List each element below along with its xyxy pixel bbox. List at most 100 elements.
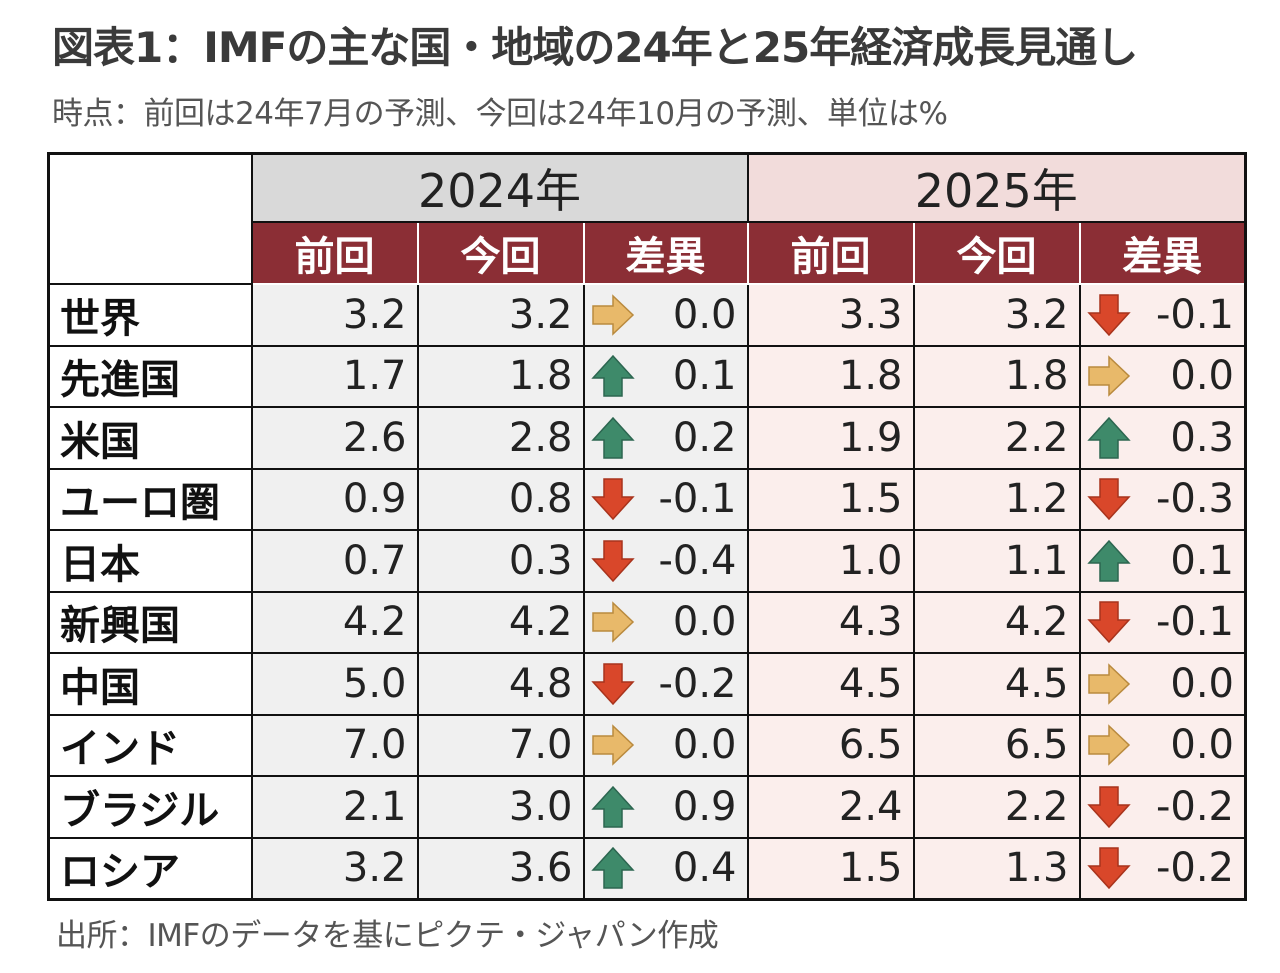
- prev-2025-value: 4.3: [746, 590, 915, 654]
- diff-value: 0.1: [672, 353, 737, 400]
- header-diff-2024: 差異: [582, 221, 749, 285]
- chart-title: 図表1：IMFの主な国・地域の24年と25年経済成長見通し: [52, 23, 1138, 72]
- diff-value: 0.0: [1170, 722, 1234, 769]
- curr-2024-value: 4.2: [416, 590, 585, 654]
- curr-2025-value: 1.2: [912, 467, 1081, 531]
- prev-2025-value: 1.5: [746, 467, 915, 531]
- diff-value: 0.0: [1170, 660, 1234, 707]
- diff-value: 0.4: [672, 845, 737, 891]
- diff-2025-cell: 0.0: [1078, 652, 1247, 716]
- curr-2024-value: 3.0: [416, 775, 585, 839]
- diff-2024-cell: 0.0: [582, 590, 749, 654]
- arrow-up-icon: [590, 354, 635, 398]
- prev-2024-value: 3.2: [250, 283, 419, 347]
- diff-value: 0.0: [672, 599, 737, 646]
- table-row: 世界 3.2 3.2 0.0 3.3 3.2 -0.1: [47, 283, 1247, 347]
- table-row: 中国 5.0 4.8 -0.2 4.5 4.5 0.0: [47, 652, 1247, 716]
- table-row: 新興国 4.2 4.2 0.0 4.3 4.2 -0.1: [47, 590, 1247, 654]
- country-label: ブラジル: [47, 775, 253, 839]
- diff-value: -0.1: [1155, 599, 1234, 646]
- curr-2025-value: 2.2: [912, 406, 1081, 470]
- arrow-down-icon: [1086, 785, 1131, 829]
- country-label: 米国: [47, 406, 253, 470]
- curr-2024-value: 0.8: [416, 467, 585, 531]
- prev-2024-value: 4.2: [250, 590, 419, 654]
- arrow-down-icon: [590, 477, 635, 521]
- curr-2025-value: 1.3: [912, 836, 1081, 900]
- diff-2025-cell: -0.2: [1078, 836, 1247, 900]
- year-2024-header: 2024年: [250, 152, 749, 223]
- diff-value: -0.2: [1155, 783, 1234, 830]
- diff-2025-cell: -0.1: [1078, 590, 1247, 654]
- table-row: ブラジル 2.1 3.0 0.9 2.4 2.2 -0.2: [47, 775, 1247, 839]
- curr-2025-value: 6.5: [912, 713, 1081, 777]
- prev-2025-value: 6.5: [746, 713, 915, 777]
- table-row: 米国 2.6 2.8 0.2 1.9 2.2 0.3: [47, 406, 1247, 470]
- prev-2025-value: 1.5: [746, 836, 915, 900]
- curr-2024-value: 7.0: [416, 713, 585, 777]
- diff-2024-cell: 0.0: [582, 283, 749, 347]
- growth-forecast-table: 2024年 2025年 前回 今回 差異 前回 今回 差異 世界 3.2 3.2 0.…: [47, 152, 1247, 901]
- year-header-row: 2024年 2025年: [47, 152, 1247, 285]
- arrow-right-icon: [591, 723, 635, 767]
- curr-2024-value: 0.3: [416, 529, 585, 593]
- diff-value: 0.3: [1170, 414, 1234, 461]
- arrow-down-icon: [1086, 600, 1131, 644]
- country-label: 先進国: [47, 344, 253, 408]
- prev-2024-value: 2.6: [250, 406, 419, 470]
- country-label: 日本: [47, 529, 253, 593]
- curr-2024-value: 1.8: [416, 344, 585, 408]
- diff-value: 0.9: [672, 783, 737, 830]
- header-diff-2025: 差異: [1078, 221, 1247, 285]
- arrow-right-icon: [591, 600, 635, 644]
- prev-2025-value: 1.8: [746, 344, 915, 408]
- header-prev-2025: 前回: [746, 221, 915, 285]
- diff-2024-cell: 0.1: [582, 344, 749, 408]
- curr-2024-value: 4.8: [416, 652, 585, 716]
- prev-2024-value: 0.7: [250, 529, 419, 593]
- header-curr-2025: 今回: [912, 221, 1081, 285]
- diff-2025-cell: 0.0: [1078, 344, 1247, 408]
- curr-2025-value: 1.1: [912, 529, 1081, 593]
- diff-2025-cell: 0.1: [1078, 529, 1247, 593]
- diff-value: 0.2: [672, 414, 737, 461]
- arrow-down-icon: [590, 539, 635, 583]
- arrow-right-icon: [1087, 354, 1131, 398]
- year-2025-header: 2025年: [746, 152, 1247, 223]
- diff-value: 0.0: [1170, 353, 1234, 400]
- country-label: 中国: [47, 652, 253, 716]
- prev-2024-value: 1.7: [250, 344, 419, 408]
- prev-2024-value: 7.0: [250, 713, 419, 777]
- curr-2024-value: 3.6: [416, 836, 585, 900]
- diff-2024-cell: 0.9: [582, 775, 749, 839]
- arrow-up-icon: [1086, 416, 1131, 460]
- prev-2024-value: 5.0: [250, 652, 419, 716]
- arrow-down-icon: [1086, 477, 1131, 521]
- country-label: 世界: [47, 283, 253, 347]
- arrow-down-icon: [1086, 846, 1131, 890]
- curr-2025-value: 4.2: [912, 590, 1081, 654]
- arrow-up-icon: [1086, 539, 1131, 583]
- diff-2025-cell: 0.0: [1078, 713, 1247, 777]
- chart-subtitle: 時点：前回は24年7月の予測、今回は24年10月の予測、単位は%: [52, 96, 948, 132]
- diff-2024-cell: 0.0: [582, 713, 749, 777]
- prev-2025-value: 2.4: [746, 775, 915, 839]
- diff-2025-cell: 0.3: [1078, 406, 1247, 470]
- diff-2025-cell: -0.1: [1078, 283, 1247, 347]
- arrow-down-icon: [590, 662, 635, 706]
- prev-2025-value: 4.5: [746, 652, 915, 716]
- corner-cell: [47, 152, 253, 285]
- header-prev-2024: 前回: [250, 221, 419, 285]
- diff-2024-cell: 0.2: [582, 406, 749, 470]
- table-row: ロシア 3.2 3.6 0.4 1.5 1.3 -0.2: [47, 836, 1247, 900]
- country-label: ロシア: [47, 836, 253, 900]
- curr-2024-value: 3.2: [416, 283, 585, 347]
- diff-value: -0.1: [658, 476, 737, 523]
- diff-value: 0.0: [672, 722, 737, 769]
- arrow-down-icon: [1086, 293, 1131, 337]
- prev-2025-value: 3.3: [746, 283, 915, 347]
- curr-2025-value: 2.2: [912, 775, 1081, 839]
- sub-header-row: 前回 今回 差異 前回 今回 差異: [49, 221, 1247, 285]
- header-curr-2024: 今回: [416, 221, 585, 285]
- source-note: 出所：IMFのデータを基にピクテ・ジャパン作成: [56, 918, 719, 954]
